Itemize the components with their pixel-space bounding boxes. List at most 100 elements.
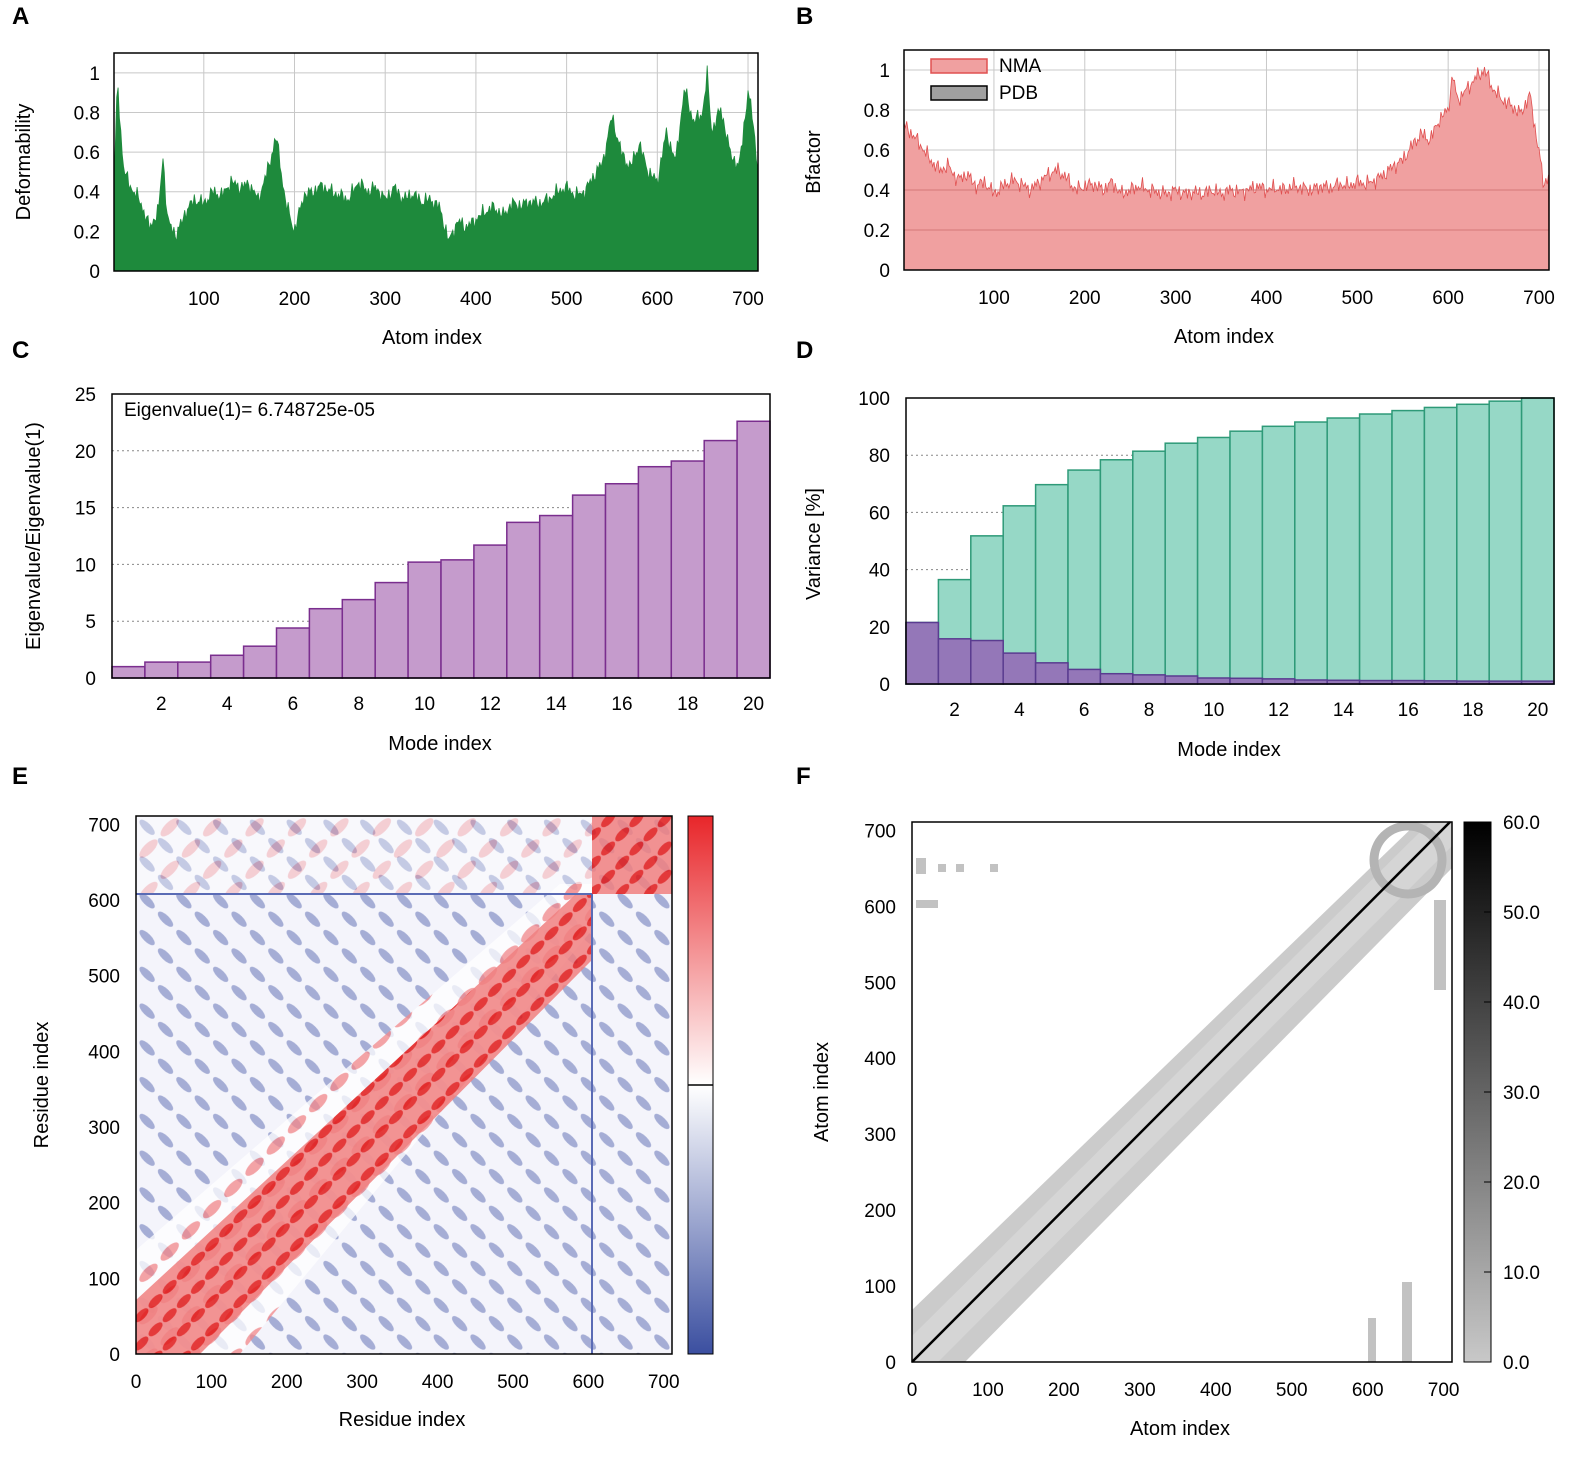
eigen-bar xyxy=(506,521,541,679)
eigen-bar xyxy=(473,544,508,679)
panel-b-y-ticks: 0 0.2 0.4 0.6 0.8 1 xyxy=(864,61,891,282)
y-tick-label: 0 xyxy=(109,1345,120,1366)
colorbar-tick-label: 10.0 xyxy=(1503,1263,1540,1284)
y-tick-label: 0.4 xyxy=(864,181,891,202)
heatmap-right-strip xyxy=(592,894,672,1354)
x-tick-label: 100 xyxy=(188,289,220,310)
panel-c-frame xyxy=(111,393,771,679)
cumulative-variance-bar xyxy=(1423,406,1458,685)
contact-patch xyxy=(990,864,998,872)
y-tick-label: 0.2 xyxy=(74,222,100,243)
x-tick-label: 300 xyxy=(1160,288,1192,309)
contact-patch xyxy=(956,864,964,872)
y-tick-label: 0.2 xyxy=(864,221,890,242)
cumulative-variance-bar xyxy=(1294,421,1328,685)
x-tick-label: 600 xyxy=(1352,1380,1384,1401)
panel-letter-d: D xyxy=(796,337,813,364)
panel-e: E 0 100 200 300 400 500 600 700 0 100 200 300 400 50… xyxy=(12,763,714,1431)
eigen-bar xyxy=(341,598,376,679)
legend-swatch-nma xyxy=(930,58,988,74)
cumulative-variance-bar xyxy=(1034,483,1069,685)
eigen-bar xyxy=(440,559,475,679)
panel-f-xlabel: Atom index xyxy=(1130,1418,1230,1440)
panel-f-colorbar-ticks: 0.0 10.0 20.0 30.0 40.0 50.0 60.0 xyxy=(1484,813,1540,1374)
x-tick-label: 700 xyxy=(1428,1380,1460,1401)
panel-f-y-ticks: 0 100 200 300 400 500 600 700 xyxy=(864,821,896,1374)
contact-patch xyxy=(916,858,926,874)
panel-c-bars xyxy=(111,420,771,679)
individual-variance-bar xyxy=(1261,678,1296,685)
x-tick-label: 100 xyxy=(196,1372,228,1393)
eigen-bar xyxy=(111,665,146,679)
panel-f-x-ticks: 0 100 200 300 400 500 600 700 xyxy=(907,1380,1460,1401)
panel-f-ylabel: Atom index xyxy=(811,1042,833,1142)
y-tick-label: 0.8 xyxy=(864,101,890,122)
y-tick-label: 400 xyxy=(88,1042,120,1063)
colorbar-tick-label: 40.0 xyxy=(1503,993,1540,1014)
individual-variance-bar xyxy=(1034,662,1069,685)
x-tick-label: 6 xyxy=(288,694,299,715)
y-tick-label: 25 xyxy=(75,385,96,406)
eigen-bar xyxy=(144,661,179,679)
eigen-bar xyxy=(637,465,673,679)
heatmap-diagonal-band xyxy=(136,895,592,1354)
x-tick-label: 12 xyxy=(1268,700,1289,721)
y-tick-label: 600 xyxy=(88,891,120,912)
panel-letter-a: A xyxy=(12,3,29,30)
cumulative-variance-bar xyxy=(1520,397,1555,685)
panel-e-heatmap xyxy=(136,816,672,1354)
x-tick-label: 100 xyxy=(978,288,1010,309)
panel-f-frame xyxy=(911,821,1453,1363)
contact-patch xyxy=(1402,1282,1412,1362)
x-tick-label: 700 xyxy=(1523,288,1555,309)
contact-patch xyxy=(916,900,938,908)
cumulative-variance-bar xyxy=(1067,469,1102,685)
x-tick-label: 12 xyxy=(480,694,501,715)
x-tick-label: 200 xyxy=(271,1372,303,1393)
x-tick-label: 400 xyxy=(460,289,492,310)
panel-d-xlabel: Mode index xyxy=(1177,739,1280,761)
individual-variance-bar xyxy=(1132,674,1166,685)
panel-e-x-ticks: 0 100 200 300 400 500 600 700 xyxy=(131,1372,680,1393)
x-tick-label: 10 xyxy=(414,694,435,715)
heatmap-top-strip xyxy=(136,816,592,894)
panel-letter-f: F xyxy=(796,763,811,790)
x-tick-label: 0 xyxy=(907,1380,918,1401)
y-tick-label: 100 xyxy=(864,1277,896,1298)
x-tick-label: 18 xyxy=(1462,700,1483,721)
x-tick-label: 8 xyxy=(353,694,364,715)
eigen-bar xyxy=(177,661,212,679)
panel-b: B NMA PDB 100 200 300 400 500 600 700 00.20.40… xyxy=(796,3,1555,348)
colorbar-tick-label: 60.0 xyxy=(1503,813,1540,834)
y-tick-label: 200 xyxy=(88,1194,120,1215)
y-tick-label: 300 xyxy=(88,1118,120,1139)
contact-patch xyxy=(1368,1318,1376,1362)
y-tick-label: 5 xyxy=(85,612,96,633)
colorbar-tick-label: 30.0 xyxy=(1503,1083,1540,1104)
eigen-bar xyxy=(407,561,442,679)
y-tick-label: 0.6 xyxy=(864,141,890,162)
x-tick-label: 2 xyxy=(156,694,167,715)
individual-variance-bar xyxy=(1002,652,1037,685)
colorbar-tick-label: 20.0 xyxy=(1503,1173,1540,1194)
individual-variance-bar xyxy=(1164,675,1199,685)
contact-patch xyxy=(938,864,946,872)
cumulative-variance-bar xyxy=(1358,413,1393,685)
profile-area xyxy=(903,66,1550,271)
y-tick-label: 40 xyxy=(869,561,890,582)
individual-variance-bar xyxy=(1099,672,1134,685)
panel-d-frame xyxy=(905,397,1555,685)
x-tick-label: 6 xyxy=(1079,700,1090,721)
panel-a: A 100 200 300 400 500 600 700 0 0.2 0.4 0.6 0.8 1 A… xyxy=(12,3,764,349)
cumulative-variance-bar xyxy=(1132,450,1166,685)
x-tick-label: 14 xyxy=(1333,700,1355,721)
panel-e-frame xyxy=(135,815,673,1355)
cumulative-variance-bar xyxy=(1229,430,1264,685)
y-tick-label: 0 xyxy=(885,1353,896,1374)
panel-d-bars xyxy=(905,397,1555,685)
panel-b-area xyxy=(903,66,1550,271)
y-tick-label: 0 xyxy=(89,262,100,283)
panel-d: D 2 4 6 8 10 12 14 16 18 20 0 20 40 60 80 100 Mode ind… xyxy=(796,337,1555,761)
y-tick-label: 700 xyxy=(88,815,120,836)
profile-area xyxy=(113,65,759,272)
